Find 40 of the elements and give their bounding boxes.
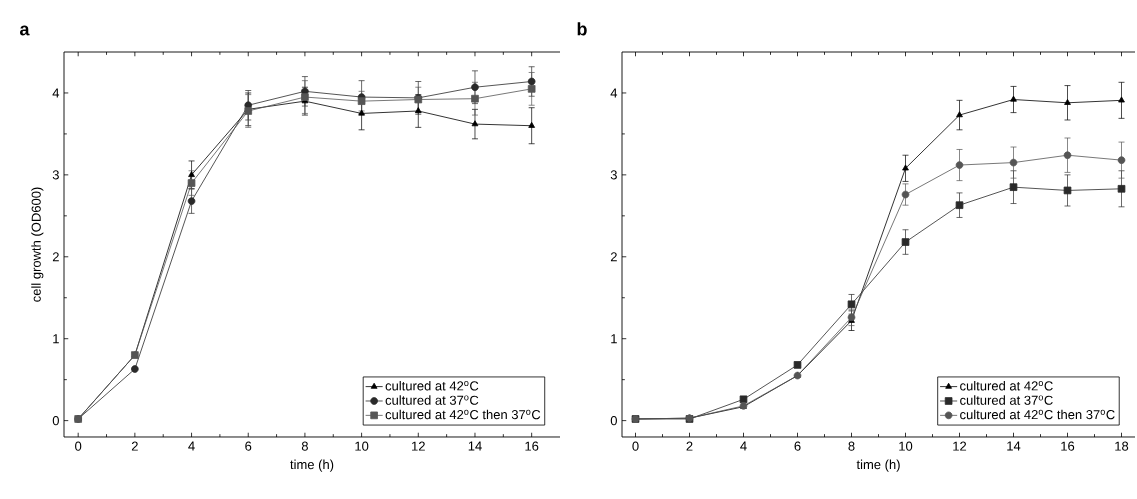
legend-label: cultured at 42$^{o}$C bbox=[960, 380, 1053, 391]
y-tick-label: 4 bbox=[610, 88, 618, 98]
x-tick-label: 18 bbox=[1115, 441, 1129, 451]
y-tick-label: 1 bbox=[611, 334, 617, 344]
x-tick-label: 16 bbox=[1061, 441, 1075, 451]
x-tick-label: 2 bbox=[686, 441, 693, 451]
y-tick-label: 3 bbox=[610, 170, 617, 180]
y-tick-label: 0 bbox=[610, 416, 617, 426]
x-tick-label: 10 bbox=[355, 441, 369, 451]
y-axis-title: cell growth (OD600) bbox=[31, 187, 44, 302]
y-tick-label: 2 bbox=[52, 252, 59, 262]
x-tick-label: 4 bbox=[188, 441, 195, 451]
x-tick-label: 2 bbox=[131, 441, 138, 451]
y-tick-label: 4 bbox=[52, 88, 60, 98]
legend-label: cultured at 42$^{o}$C bbox=[385, 380, 479, 391]
x-axis-title: time (h) bbox=[290, 459, 334, 472]
y-tick-label: 1 bbox=[53, 334, 59, 344]
x-tick-label: 6 bbox=[245, 441, 252, 451]
x-tick-label: 0 bbox=[632, 441, 639, 451]
legend-label: cultured at 42$^{o}$C then 37$^{o}$C bbox=[960, 409, 1115, 420]
x-tick-label: 14 bbox=[468, 441, 482, 451]
chart-title: a bbox=[19, 25, 30, 36]
x-tick-label: 12 bbox=[953, 441, 967, 451]
x-tick-label: 8 bbox=[848, 441, 855, 451]
x-tick-label: 14 bbox=[1007, 441, 1021, 451]
chart-title: b bbox=[577, 22, 587, 36]
x-tick-label: 10 bbox=[899, 441, 913, 451]
legend-label: cultured at 37$^{o}$C bbox=[385, 395, 479, 405]
x-tick-label: 0 bbox=[75, 441, 82, 451]
x-tick-label: 12 bbox=[412, 441, 425, 451]
x-tick-label: 4 bbox=[740, 441, 747, 451]
y-tick-label: 0 bbox=[52, 416, 59, 426]
x-axis-title: time (h) bbox=[856, 459, 900, 472]
y-tick-label: 2 bbox=[610, 252, 617, 262]
legend-label: cultured at 42$^{o}$C then 37$^{o}$C bbox=[385, 409, 541, 420]
x-tick-label: 16 bbox=[525, 441, 539, 451]
x-tick-label: 6 bbox=[794, 441, 801, 451]
x-tick-label: 8 bbox=[301, 441, 308, 451]
y-tick-label: 3 bbox=[52, 170, 59, 180]
legend-label: cultured at 37$^{o}$C bbox=[960, 395, 1053, 405]
